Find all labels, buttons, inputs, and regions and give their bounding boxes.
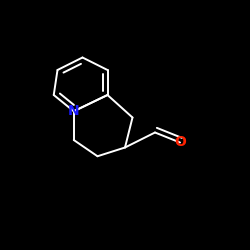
Text: O: O [174, 136, 186, 149]
Text: N: N [68, 104, 80, 118]
